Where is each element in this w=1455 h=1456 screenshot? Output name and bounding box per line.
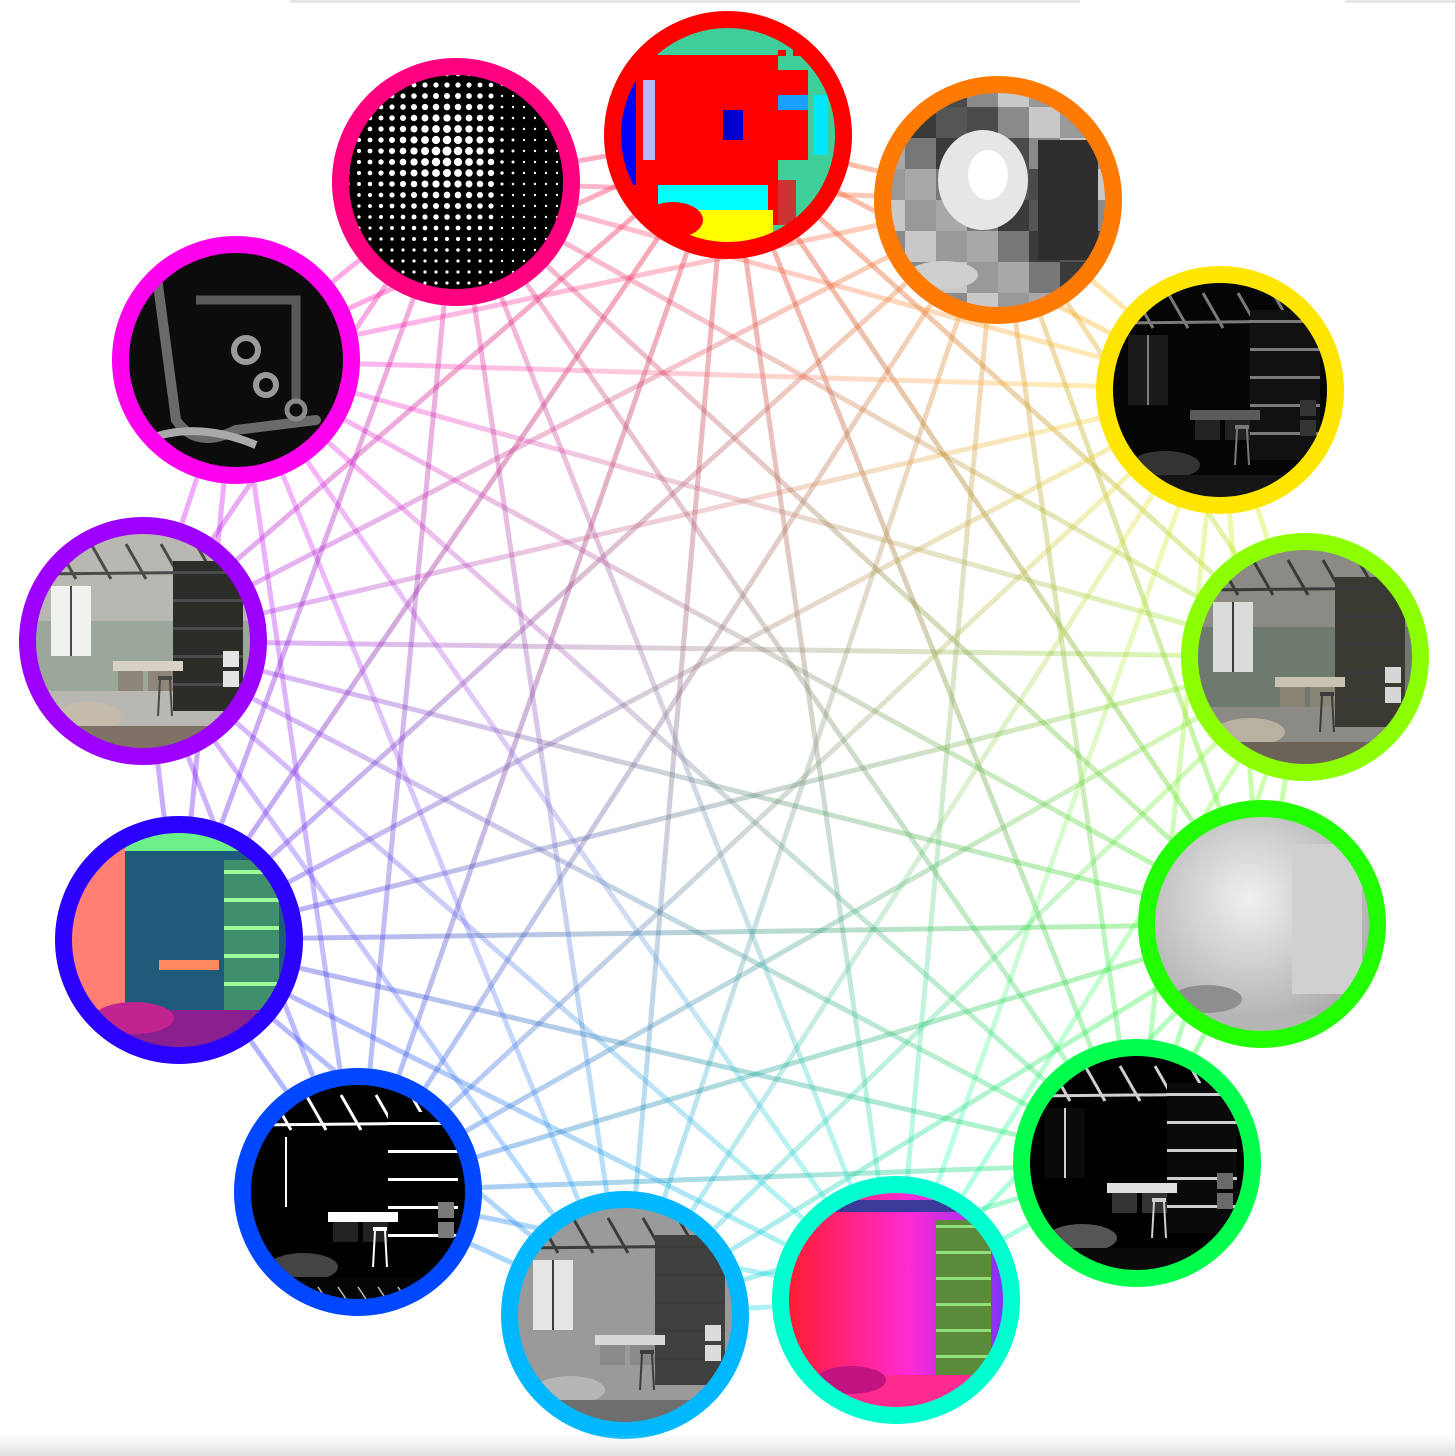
edge-soft-edges-to-reshading xyxy=(176,387,1223,943)
edge-segmentation-map-to-grayscale-photo xyxy=(622,132,731,1318)
node-surface-normals xyxy=(772,1176,1020,1424)
edge-shaded-render-to-rgb-photo xyxy=(140,638,1308,660)
edge-canny-edges-to-dot-pattern xyxy=(355,179,459,1195)
edge-shaded-render-to-reshading xyxy=(176,654,1308,943)
edge-segmentation-map-to-surface-normals xyxy=(725,132,899,1303)
edge-soft-edges-to-blurred-edges xyxy=(233,357,1223,393)
edge-grayscale-patches-to-reshading xyxy=(176,197,1001,943)
top-divider xyxy=(290,0,1080,3)
ring-surface-normals xyxy=(772,1176,1020,1424)
edge-segmentation-map-to-depth-map xyxy=(725,132,1265,927)
edge-soft-edges-to-canny-edges xyxy=(355,387,1223,1195)
node-shaded-render xyxy=(1181,533,1429,781)
edge-grayscale-patches-to-blurred-edges xyxy=(233,197,1001,363)
edge-sobel-edges-to-rgb-photo xyxy=(140,638,1140,1166)
edge-sobel-edges-to-reshading xyxy=(176,937,1140,1166)
edge-grayscale-photo-to-dot-pattern xyxy=(453,179,628,1318)
ring-soft-edges xyxy=(1096,266,1344,514)
node-segmentation-map xyxy=(604,11,852,259)
node-dot-pattern xyxy=(332,58,580,306)
edge-soft-edges-to-surface-normals xyxy=(893,387,1223,1303)
edge-surface-normals-to-blurred-edges xyxy=(233,357,899,1303)
ring-grayscale-patches xyxy=(874,76,1122,324)
edge-sobel-edges-to-dot-pattern xyxy=(453,179,1140,1166)
edge-segmentation-map-to-shaded-render xyxy=(725,132,1308,660)
node-canny-edges xyxy=(234,1068,482,1316)
ring-rgb-photo xyxy=(19,517,267,765)
edge-shaded-render-to-dot-pattern xyxy=(453,179,1308,660)
edge-grayscale-patches-to-grayscale-photo xyxy=(622,197,1001,1318)
top-divider-right xyxy=(1345,0,1455,3)
edge-canny-edges-to-blurred-edges xyxy=(233,357,361,1195)
ring-shaded-render xyxy=(1181,533,1429,781)
edge-shaded-render-to-blurred-edges xyxy=(233,357,1308,660)
ring-blurred-edges xyxy=(112,236,360,484)
edge-surface-normals-to-rgb-photo xyxy=(140,638,899,1303)
edge-shaded-render-to-canny-edges xyxy=(355,654,1308,1195)
node-grayscale-patches xyxy=(874,76,1122,324)
ring-segmentation-map xyxy=(604,11,852,259)
edge-grayscale-photo-to-rgb-photo xyxy=(140,638,628,1318)
edge-grayscale-patches-to-sobel-edges xyxy=(995,197,1140,1166)
ring-reshading xyxy=(55,816,303,1064)
edge-soft-edges-to-dot-pattern xyxy=(453,179,1223,393)
node-reshading xyxy=(55,816,303,1064)
node-blurred-edges xyxy=(112,236,360,484)
ring-dot-pattern xyxy=(332,58,580,306)
nodes-layer xyxy=(19,11,1429,1439)
node-soft-edges xyxy=(1096,266,1344,514)
edge-grayscale-patches-to-rgb-photo xyxy=(140,197,1001,644)
ring-grayscale-photo xyxy=(501,1191,749,1439)
node-sobel-edges xyxy=(1013,1039,1261,1287)
edge-grayscale-patches-to-canny-edges xyxy=(355,197,1001,1195)
edge-depth-map-to-reshading xyxy=(176,921,1265,943)
edge-reshading-to-dot-pattern xyxy=(176,179,459,943)
node-grayscale-photo xyxy=(501,1191,749,1439)
ring-sobel-edges xyxy=(1013,1039,1261,1287)
edge-sobel-edges-to-canny-edges xyxy=(355,1160,1140,1195)
bottom-fade xyxy=(0,1434,1455,1456)
edge-grayscale-patches-to-depth-map xyxy=(995,197,1265,927)
node-rgb-photo xyxy=(19,517,267,765)
ring-canny-edges xyxy=(234,1068,482,1316)
edge-soft-edges-to-rgb-photo xyxy=(140,387,1223,644)
edge-shaded-render-to-surface-normals xyxy=(893,654,1308,1303)
edge-grayscale-photo-to-blurred-edges xyxy=(233,357,628,1318)
edge-depth-map-to-dot-pattern xyxy=(453,179,1265,927)
edge-shaded-render-to-grayscale-photo xyxy=(622,654,1308,1318)
ring-depth-map xyxy=(1138,800,1386,1048)
edge-surface-normals-to-dot-pattern xyxy=(453,179,899,1303)
edge-depth-map-to-canny-edges xyxy=(355,921,1265,1195)
node-depth-map xyxy=(1138,800,1386,1048)
edge-depth-map-to-rgb-photo xyxy=(140,638,1265,927)
edge-surface-normals-to-reshading xyxy=(176,937,899,1303)
edge-depth-map-to-blurred-edges xyxy=(233,357,1265,927)
edge-segmentation-map-to-canny-edges xyxy=(355,132,731,1195)
edge-segmentation-map-to-reshading xyxy=(176,132,731,943)
